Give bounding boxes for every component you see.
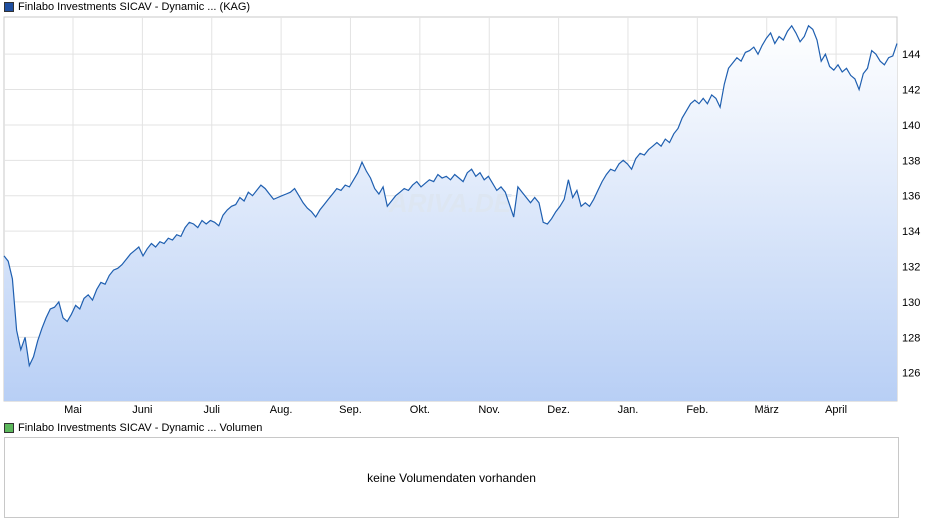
x-tick-label: Dez. <box>547 404 570 416</box>
x-tick-label: Okt. <box>410 404 430 416</box>
y-tick-label: 130 <box>902 297 920 309</box>
price-chart: ARIVA.DE 126128130132134136138140142144 … <box>3 16 920 416</box>
volume-legend-label: Finlabo Investments SICAV - Dynamic ... … <box>18 422 263 434</box>
price-area <box>4 25 897 402</box>
y-tick-label: 136 <box>902 191 920 203</box>
price-legend-label: Finlabo Investments SICAV - Dynamic ... … <box>18 1 251 13</box>
price-line <box>3 24 898 368</box>
y-tick-label: 134 <box>902 226 920 238</box>
x-tick-label: Mai <box>64 404 82 416</box>
price-legend-swatch <box>4 2 14 12</box>
x-tick-label: Jan. <box>618 404 639 416</box>
x-tick-label: Aug. <box>270 404 293 416</box>
y-tick-label: 144 <box>902 49 920 61</box>
y-tick-label: 126 <box>902 368 920 380</box>
x-tick-label: April <box>825 404 847 416</box>
y-tick-label: 138 <box>902 155 920 167</box>
price-legend: Finlabo Investments SICAV - Dynamic ... … <box>4 0 250 14</box>
x-tick-label: März <box>754 404 778 416</box>
x-tick-label: Nov. <box>478 404 500 416</box>
y-axis-ticks: 126 128 130 132 134 136 138 140 142 144 <box>902 49 920 380</box>
y-tick-label: 142 <box>902 85 920 97</box>
x-tick-label: Sep. <box>339 404 362 416</box>
volume-legend-swatch <box>4 423 14 433</box>
x-axis-ticks: Mai Juni Juli Aug. Sep. Okt. Nov. Dez. Jan. Feb. M… <box>64 404 847 416</box>
x-tick-label: Feb. <box>686 404 708 416</box>
volume-message: keine Volumendaten vorhanden <box>367 470 536 485</box>
x-tick-label: Juli <box>203 404 220 416</box>
volume-panel: keine Volumendaten vorhanden <box>4 437 899 518</box>
y-tick-label: 140 <box>902 120 920 132</box>
x-tick-label: Juni <box>132 404 152 416</box>
volume-legend: Finlabo Investments SICAV - Dynamic ... … <box>4 421 262 435</box>
watermark: ARIVA.DE <box>388 188 512 218</box>
y-tick-label: 128 <box>902 332 920 344</box>
y-tick-label: 132 <box>902 262 920 274</box>
